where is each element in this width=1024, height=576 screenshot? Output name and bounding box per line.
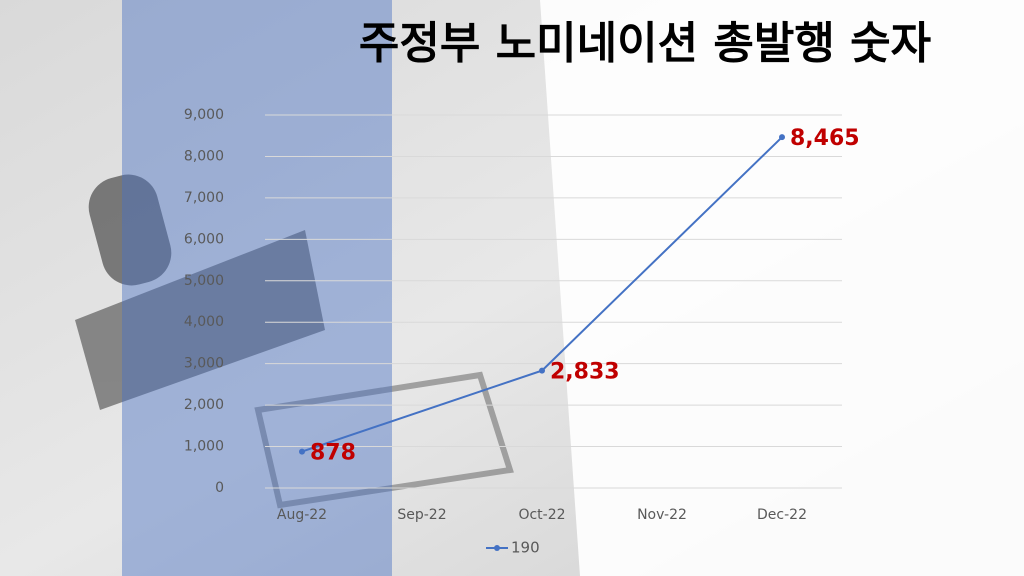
data-point bbox=[779, 134, 785, 141]
data-point bbox=[539, 367, 545, 374]
x-tick-label: Aug-22 bbox=[277, 507, 327, 523]
data-label: 8,465 bbox=[790, 126, 860, 151]
x-tick-label: Dec-22 bbox=[757, 507, 807, 523]
y-tick-label: 5,000 bbox=[184, 273, 224, 289]
highlight-band bbox=[122, 0, 392, 576]
data-label: 2,833 bbox=[550, 360, 620, 385]
data-label: 878 bbox=[310, 441, 356, 466]
y-tick-label: 6,000 bbox=[184, 231, 224, 247]
y-tick-label: 9,000 bbox=[184, 107, 224, 123]
y-tick-label: 0 bbox=[215, 480, 224, 496]
stamp-illustration bbox=[75, 174, 514, 509]
y-tick-label: 8,000 bbox=[184, 148, 224, 164]
x-tick-label: Nov-22 bbox=[637, 507, 687, 523]
y-tick-label: 2,000 bbox=[184, 397, 224, 413]
y-tick-label: 7,000 bbox=[184, 190, 224, 206]
y-tick-label: 1,000 bbox=[184, 439, 224, 455]
y-tick-label: 3,000 bbox=[184, 356, 224, 372]
background-highlight bbox=[540, 0, 1024, 576]
x-tick-label: Sep-22 bbox=[397, 507, 446, 523]
chart-title: 주정부 노미네이션 총발행 숫자 bbox=[359, 18, 931, 69]
data-point bbox=[299, 448, 305, 455]
y-tick-label: 4,000 bbox=[184, 314, 224, 330]
legend-marker bbox=[494, 545, 500, 551]
x-tick-label: Oct-22 bbox=[518, 507, 565, 523]
legend-label: 190 bbox=[511, 539, 540, 557]
